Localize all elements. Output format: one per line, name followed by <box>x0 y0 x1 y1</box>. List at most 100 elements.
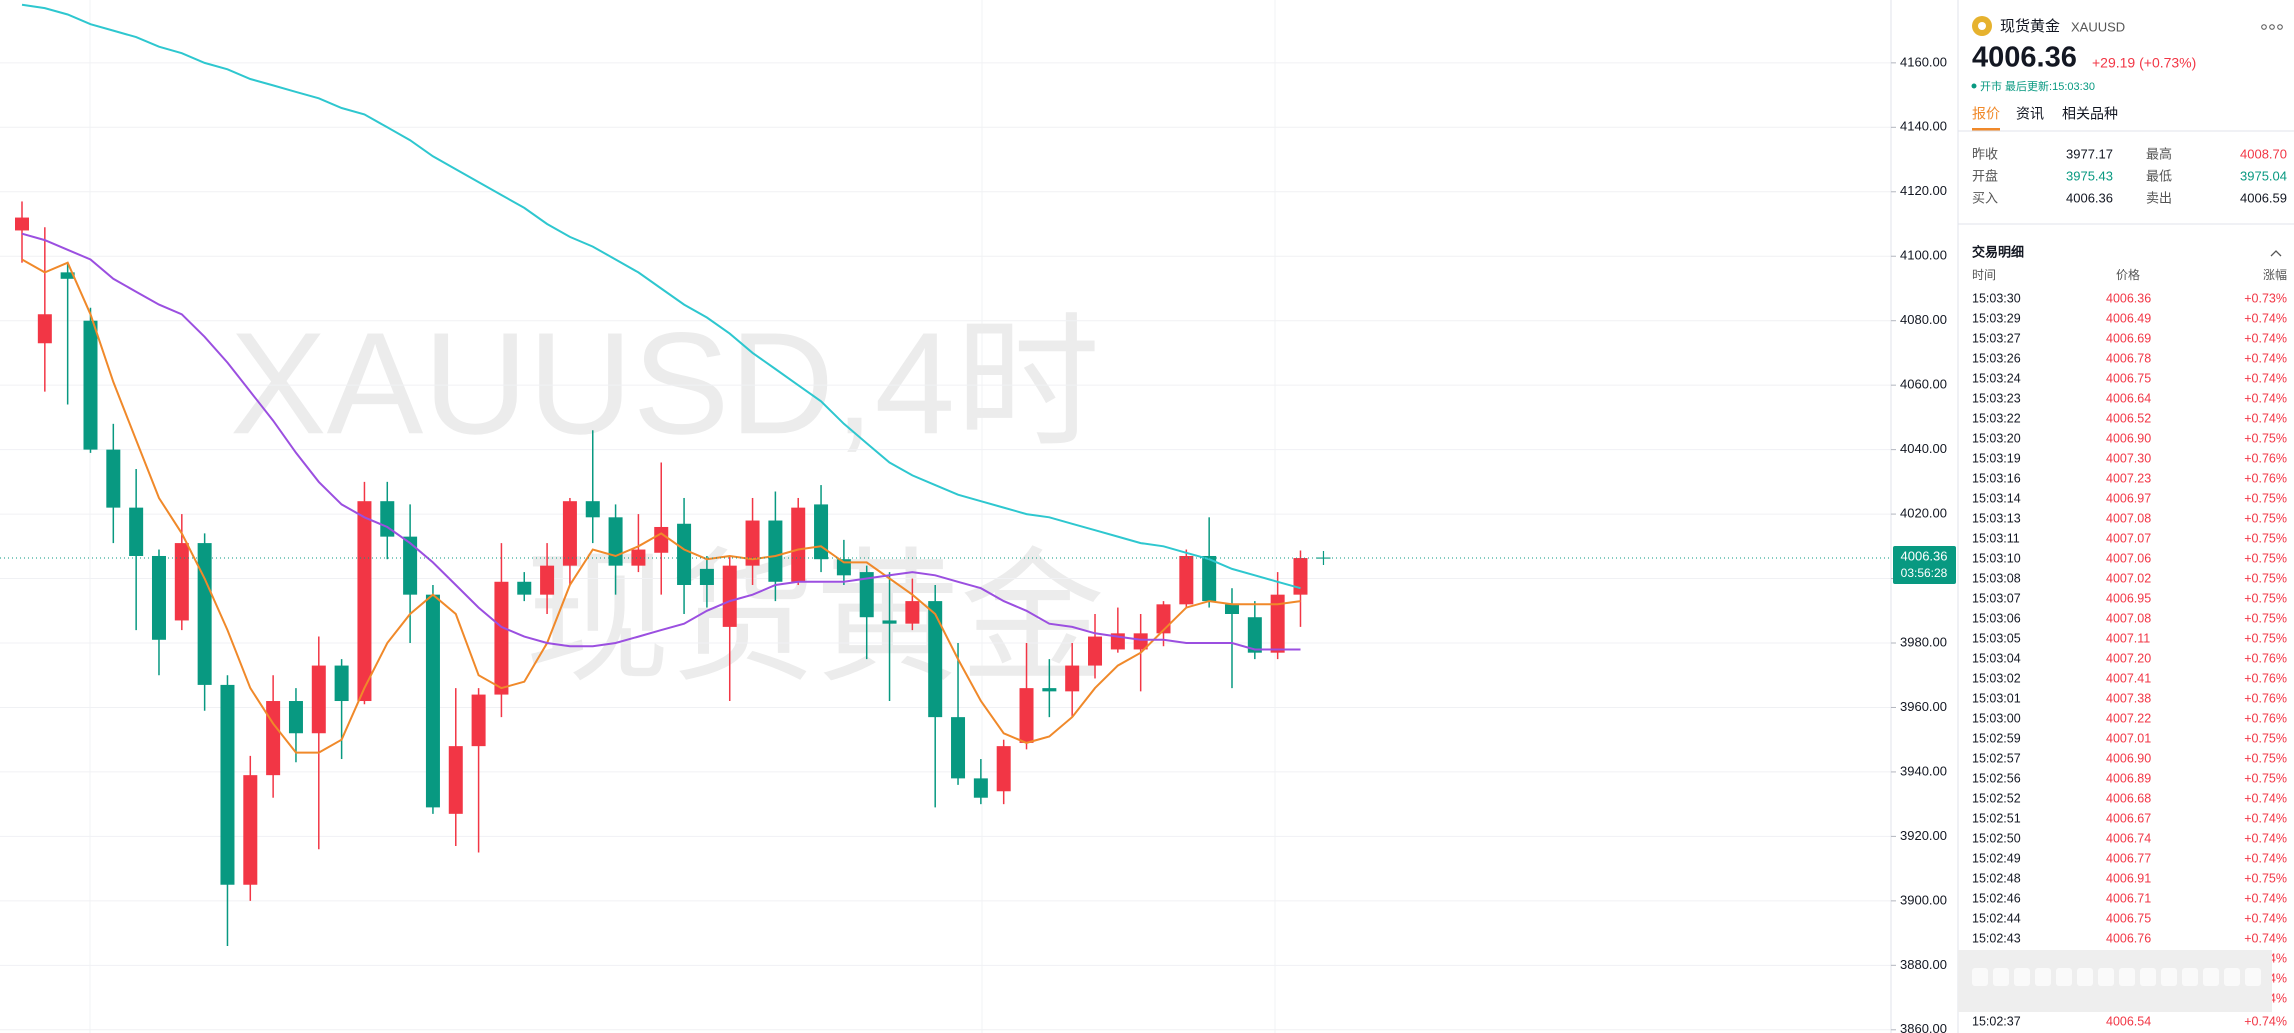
collapse-caret[interactable] <box>2270 250 2282 257</box>
trade-time: 15:03:27 <box>1972 331 2021 345</box>
y-tick-label: 4080.00 <box>1900 312 1947 327</box>
trade-time: 15:02:37 <box>1972 1014 2021 1028</box>
trade-price: 4006.89 <box>2106 771 2151 785</box>
trade-change: +0.75% <box>2244 551 2287 565</box>
trade-time: 15:03:24 <box>1972 371 2021 385</box>
trade-price: 4007.38 <box>2106 691 2151 705</box>
tab[interactable]: 相关品种 <box>2062 106 2118 122</box>
stat-label: 买入 <box>1972 190 1998 205</box>
trade-price: 4006.36 <box>2106 291 2151 305</box>
candle-body <box>83 320 98 450</box>
trade-price: 4006.90 <box>2106 431 2151 445</box>
trade-time: 15:02:49 <box>1972 851 2021 865</box>
hidden-fragment: 4% <box>2269 951 2287 965</box>
trade-change: +0.75% <box>2244 591 2287 605</box>
trade-time: 15:03:19 <box>1972 451 2021 465</box>
y-tick-label: 3880.00 <box>1900 957 1947 972</box>
y-tick-label: 3920.00 <box>1900 828 1947 843</box>
trade-time: 15:03:02 <box>1972 671 2021 685</box>
trade-change: +0.76% <box>2244 471 2287 485</box>
trade-change: +0.74% <box>2244 791 2287 805</box>
y-tick-label: 4040.00 <box>1900 441 1947 456</box>
overlay-blur <box>2224 968 2240 986</box>
trade-price: 4006.77 <box>2106 851 2151 865</box>
trade-time: 15:03:29 <box>1972 311 2021 325</box>
more-menu[interactable] <box>2261 24 2283 30</box>
candle-body <box>882 620 897 624</box>
trade-time: 15:03:05 <box>1972 631 2021 645</box>
trade-price: 4006.74 <box>2106 831 2151 845</box>
price-tag-label: 4006.36 <box>1901 548 1948 563</box>
trade-price: 4006.69 <box>2106 331 2151 345</box>
col-header: 价格 <box>2116 267 2140 282</box>
watermark: XAUUSD,4时 <box>230 302 1100 464</box>
trade-change: +0.74% <box>2244 1014 2287 1028</box>
trade-price: 4006.95 <box>2106 591 2151 605</box>
trade-time: 15:03:00 <box>1972 711 2021 725</box>
overlay-blur <box>1993 968 2009 986</box>
candle-body <box>106 449 121 508</box>
candle-body <box>585 501 600 518</box>
trade-change: +0.74% <box>2244 411 2287 425</box>
candle-body <box>60 272 75 279</box>
trade-price: 4007.20 <box>2106 651 2151 665</box>
overlay-blur <box>1972 968 1988 986</box>
trade-price: 4006.54 <box>2106 1014 2151 1028</box>
trade-time: 15:03:16 <box>1972 471 2021 485</box>
tab[interactable]: 资讯 <box>2016 106 2044 122</box>
trade-time: 15:03:08 <box>1972 571 2021 585</box>
trade-price: 4006.75 <box>2106 371 2151 385</box>
candle-body <box>37 314 52 344</box>
candle-body <box>471 694 486 747</box>
trade-change: +0.75% <box>2244 751 2287 765</box>
overlay-blur <box>2098 968 2114 986</box>
candle-body <box>15 217 29 231</box>
crosshair <box>1316 551 1331 566</box>
trade-price: 4007.06 <box>2106 551 2151 565</box>
candle-body <box>699 568 714 585</box>
trade-price: 4006.67 <box>2106 811 2151 825</box>
trade-change: +0.75% <box>2244 731 2287 745</box>
y-tick-label: 3900.00 <box>1900 892 1947 907</box>
candle-body <box>562 501 577 566</box>
trade-price: 4006.78 <box>2106 351 2151 365</box>
trade-time: 15:03:01 <box>1972 691 2021 705</box>
trade-price: 4006.75 <box>2106 911 2151 925</box>
candle-body <box>151 555 166 640</box>
trade-price: 4007.41 <box>2106 671 2151 685</box>
symbol-name: 现货黄金 <box>2000 18 2060 35</box>
trade-time: 15:03:10 <box>1972 551 2021 565</box>
trade-price: 4006.64 <box>2106 391 2151 405</box>
trade-price: 4006.71 <box>2106 891 2151 905</box>
stat-value: 4006.36 <box>2066 190 2113 205</box>
candle-body <box>266 701 281 776</box>
candle-body <box>1247 617 1262 653</box>
candle-body <box>1179 555 1194 605</box>
candle-body <box>540 565 555 595</box>
tab[interactable]: 报价 <box>1972 106 2000 122</box>
candle-body <box>996 746 1011 792</box>
candle-body <box>859 572 874 618</box>
tab-underline <box>1972 128 2000 131</box>
status: 开市 最后更新:15:03:30 <box>1980 79 2095 93</box>
trade-price: 4007.01 <box>2106 731 2151 745</box>
price-tag <box>1893 546 1956 585</box>
trade-change: +0.73% <box>2244 291 2287 305</box>
trade-change: +0.75% <box>2244 611 2287 625</box>
trade-change: +0.76% <box>2244 691 2287 705</box>
trade-change: +0.74% <box>2244 911 2287 925</box>
trade-time: 15:03:14 <box>1972 491 2021 505</box>
trade-change: +0.75% <box>2244 431 2287 445</box>
trade-change: +0.75% <box>2244 511 2287 525</box>
candle-body <box>357 501 372 702</box>
stat-value: 3975.04 <box>2240 168 2287 183</box>
stat-label: 最高 <box>2146 146 2172 161</box>
overlay-blur <box>2182 968 2198 986</box>
candle-body <box>1224 604 1239 614</box>
dot <box>2277 24 2283 30</box>
hidden-fragment: 4% <box>2269 991 2287 1005</box>
trade-time: 15:03:20 <box>1972 431 2021 445</box>
overlay <box>1958 950 2272 1012</box>
